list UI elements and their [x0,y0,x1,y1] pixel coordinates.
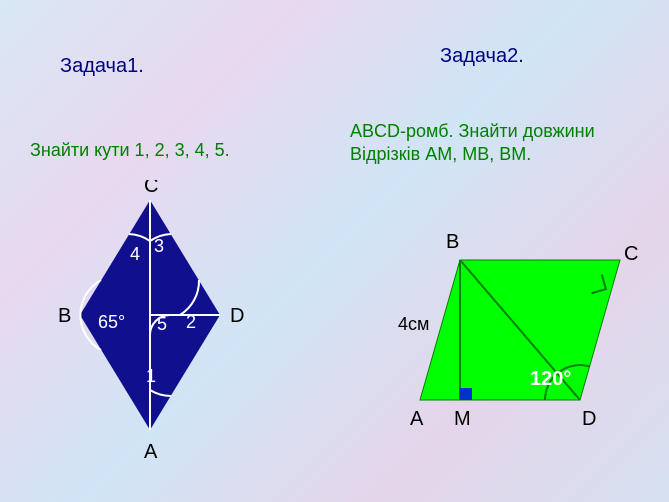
task2-prompt-l1: ABCD-ромб. Знайти довжини [350,121,595,141]
vertex2-A: A [410,408,424,430]
right-angle-M [460,388,472,400]
vertex2-B: B [446,231,459,253]
num-5: 5 [157,314,167,334]
vertex-D: D [230,305,244,327]
label-120: 120° [530,368,571,390]
num-1: 1 [146,366,156,386]
task2-title: Задача2. [440,45,524,68]
num-4: 4 [130,244,140,264]
vertex-B: B [58,305,71,327]
num-2: 2 [186,312,196,332]
figure-1: 65° 5 2 1 3 4 C A B D [40,180,260,480]
label-4cm: 4см [398,314,429,334]
vertex-C: C [144,180,158,197]
task2-prompt: ABCD-ромб. Знайти довжини Відрізків АМ, … [350,120,595,167]
task1-title: Задача1. [60,55,144,78]
vertex2-D: D [582,408,596,430]
task1-prompt: Знайти кути 1, 2, 3, 4, 5. [30,140,230,161]
figure-2: 4см 120° A M D B C [360,190,660,460]
label-65: 65° [98,312,125,332]
num-3: 3 [154,236,164,256]
task2-prompt-l2: Відрізків АМ, МВ, ВМ. [350,144,531,164]
vertex2-M: M [454,408,471,430]
vertex-A: A [144,441,158,463]
vertex2-C: C [624,243,638,265]
